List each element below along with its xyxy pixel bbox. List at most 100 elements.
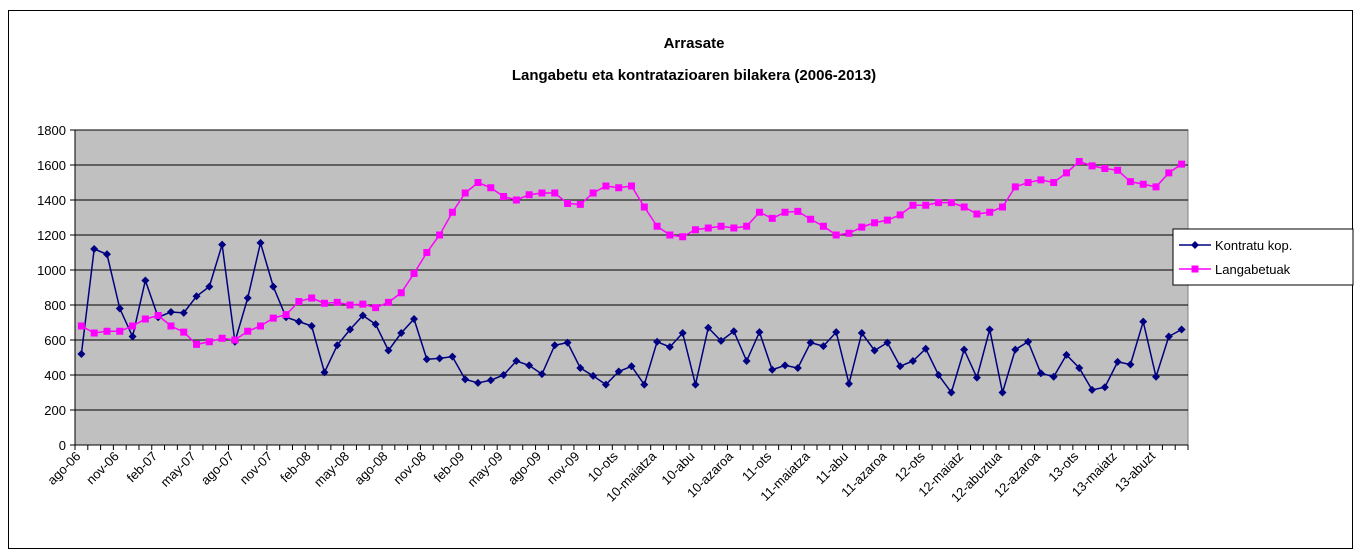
data-point xyxy=(90,329,98,337)
data-point xyxy=(103,327,111,335)
data-point xyxy=(602,182,610,190)
data-point xyxy=(320,299,328,307)
data-point xyxy=(896,211,904,219)
data-point xyxy=(960,345,969,354)
data-point xyxy=(269,314,277,322)
data-point xyxy=(921,344,930,353)
data-point xyxy=(1114,166,1122,174)
data-point xyxy=(628,182,635,190)
data-point xyxy=(819,342,828,351)
data-point xyxy=(653,337,662,346)
data-point xyxy=(576,200,584,208)
data-point xyxy=(640,380,649,389)
y-tick-label: 0 xyxy=(59,438,66,453)
legend-box xyxy=(1172,228,1354,286)
data-point xyxy=(614,367,623,376)
data-point xyxy=(538,189,546,197)
data-point xyxy=(781,208,789,216)
legend-label: Kontratu kop. xyxy=(1215,238,1292,253)
data-point xyxy=(1024,337,1033,346)
data-point xyxy=(333,341,342,350)
data-point xyxy=(193,340,201,348)
data-point xyxy=(141,315,149,323)
data-point xyxy=(346,301,354,309)
data-point xyxy=(653,222,661,230)
data-point xyxy=(166,308,175,316)
data-point xyxy=(410,270,418,277)
data-point xyxy=(1177,325,1186,334)
data-point xyxy=(487,184,495,192)
data-point xyxy=(154,312,162,319)
data-point xyxy=(704,323,713,332)
data-point xyxy=(1100,383,1109,392)
data-point xyxy=(1024,179,1032,186)
data-point xyxy=(819,222,827,230)
y-tick-label: 800 xyxy=(44,298,66,313)
data-point xyxy=(384,346,393,355)
data-point xyxy=(781,361,790,370)
data-point xyxy=(473,378,482,387)
data-point xyxy=(537,370,546,379)
data-point xyxy=(870,346,879,355)
plot-area xyxy=(74,129,1189,446)
data-point xyxy=(1075,158,1083,165)
data-point xyxy=(167,322,175,330)
data-point xyxy=(333,298,341,306)
y-tick-label: 1600 xyxy=(37,158,66,173)
data-point xyxy=(346,325,355,334)
data-point xyxy=(359,300,367,308)
data-point xyxy=(922,201,930,209)
data-point xyxy=(871,219,879,227)
data-point xyxy=(768,365,777,374)
data-point xyxy=(205,282,214,291)
y-tick-label: 1800 xyxy=(37,123,66,138)
data-point xyxy=(1126,178,1134,186)
data-point xyxy=(1165,169,1173,177)
data-point xyxy=(1139,180,1147,188)
data-point xyxy=(1037,176,1045,184)
data-point xyxy=(832,231,840,239)
data-point xyxy=(372,304,380,312)
data-point xyxy=(1113,357,1122,366)
data-point xyxy=(1062,350,1071,359)
data-point xyxy=(244,327,252,335)
data-point xyxy=(742,357,751,365)
data-point xyxy=(1062,169,1070,177)
marker xyxy=(1191,265,1199,273)
data-point xyxy=(218,240,227,249)
data-point xyxy=(679,233,687,241)
data-point xyxy=(77,350,86,358)
data-point xyxy=(282,311,290,319)
data-point xyxy=(972,373,981,382)
data-point xyxy=(858,223,866,231)
data-point xyxy=(666,231,674,239)
data-point xyxy=(423,249,431,256)
data-point xyxy=(973,210,981,218)
data-point xyxy=(422,355,431,364)
data-point xyxy=(1101,165,1109,172)
data-point xyxy=(1152,183,1160,191)
data-point xyxy=(960,203,968,211)
data-point xyxy=(704,224,712,232)
y-tick-label: 600 xyxy=(44,333,66,348)
data-point xyxy=(755,328,764,337)
y-tick-label: 1400 xyxy=(37,193,66,208)
data-point xyxy=(883,216,891,224)
data-point xyxy=(1049,372,1058,381)
data-point xyxy=(512,357,521,365)
data-point xyxy=(1075,364,1084,372)
data-point xyxy=(474,179,482,186)
data-point xyxy=(1126,360,1135,369)
data-point xyxy=(256,238,265,247)
data-point xyxy=(883,338,892,347)
data-point xyxy=(743,222,751,230)
data-point xyxy=(448,352,457,361)
data-point xyxy=(1152,372,1161,381)
data-point xyxy=(294,317,303,326)
data-point xyxy=(141,276,150,285)
data-point xyxy=(934,371,943,379)
data-point xyxy=(320,368,329,377)
data-point xyxy=(550,341,559,350)
